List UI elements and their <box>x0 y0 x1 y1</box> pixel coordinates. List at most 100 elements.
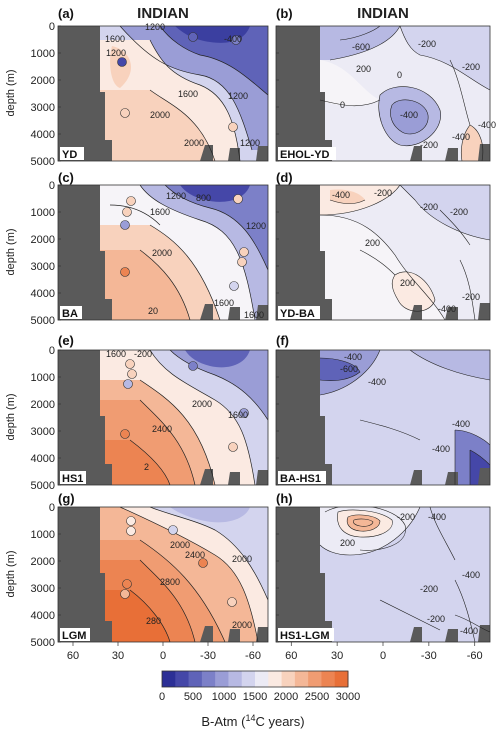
panel-a-contour-labels: 1200 -400 1600 1200 1600 2000 2000 1200 … <box>105 22 260 148</box>
contour-label: 1600 <box>105 34 125 44</box>
contour-label: -200 <box>418 39 436 49</box>
colorbar-tick-label: 1000 <box>212 691 236 703</box>
y-tick-label: 4000 <box>31 453 55 465</box>
colorbar: 0 500 1000 1500 2000 2500 3000 <box>159 670 360 703</box>
panel-h-tag-box <box>278 628 334 641</box>
panel-h <box>276 507 490 642</box>
panel-a-frame <box>57 25 269 162</box>
colorbar-swatch <box>201 671 216 687</box>
y-tick-label: 4000 <box>31 288 55 300</box>
y-tick-label: 4000 <box>31 129 55 141</box>
colorbar-tick-label: 2000 <box>274 691 298 703</box>
y-tick-label: 0 <box>49 502 55 514</box>
panel-g <box>58 507 268 642</box>
y-tick-label: 2000 <box>31 75 55 87</box>
contour-label: -400 <box>332 190 350 200</box>
panel-a <box>58 26 268 161</box>
panel-e-letter: (e) <box>58 333 74 348</box>
x-tick-label: 30 <box>331 650 343 662</box>
contour-label: 1200 <box>228 91 248 101</box>
contour-label: -400 <box>432 444 450 454</box>
colorbar-tick-label: 0 <box>159 691 165 703</box>
x-axes: 60 30 0 -30 -60 60 30 0 -30 -60 <box>67 642 483 662</box>
contour-label: 20 <box>148 306 158 316</box>
y-axis-label: depth (m) <box>5 393 17 440</box>
y-tick-label: 0 <box>49 345 55 357</box>
panel-g-tag: LGM <box>62 630 86 642</box>
panel-f-letter: (f) <box>276 333 289 348</box>
contour-label: -200 <box>420 140 438 150</box>
contour-label: 1600 <box>214 298 234 308</box>
x-tick-label: 0 <box>160 650 166 662</box>
panel-f-tag: BA-HS1 <box>280 473 321 485</box>
y-tick-label: 3000 <box>31 426 55 438</box>
y-axis-label: depth (m) <box>5 228 17 275</box>
contour-label: 280 <box>146 616 161 626</box>
x-tick-label: 60 <box>285 650 297 662</box>
colorbar-frame <box>161 670 349 688</box>
panel-c-tag-box <box>60 306 82 319</box>
panel-b <box>276 26 490 161</box>
contour-label: 1600 <box>228 410 248 420</box>
contour-label: -200 <box>427 614 445 624</box>
colorbar-tick-label: 1500 <box>243 691 267 703</box>
contour-label: 2000 <box>232 620 252 630</box>
panel-e-tag: HS1 <box>62 473 83 485</box>
x-tick-label: 0 <box>380 650 386 662</box>
contour-label: 800 <box>196 193 211 203</box>
contour-label: 1200 <box>145 22 165 32</box>
contour-label: -200 <box>450 207 468 217</box>
panel-h-letter: (h) <box>276 491 293 506</box>
y-tick-label: 1000 <box>31 207 55 219</box>
panel-e-contour-labels: 1600 -200 2000 2400 1600 2 <box>106 349 248 472</box>
panel-b-letter: (b) <box>276 6 293 21</box>
contour-label: 2 <box>144 462 149 472</box>
panel-e <box>58 350 268 485</box>
y-axis-label: depth (m) <box>5 550 17 597</box>
contour-label: 2000 <box>152 248 172 258</box>
contour-label: 2000 <box>184 138 204 148</box>
colorbar-label-prefix: B-Atm ( <box>201 714 246 729</box>
colorbar-swatch <box>281 671 296 687</box>
colorbar-label-sup: 14 <box>245 713 255 723</box>
contour-label: -400 <box>368 377 386 387</box>
y-tick-label: 5000 <box>31 156 55 168</box>
panel-f <box>276 350 490 485</box>
panel-b-frame <box>275 25 491 162</box>
contour-label: 0 <box>397 70 402 80</box>
contour-label: 200 <box>400 278 415 288</box>
y-tick-label: 0 <box>49 180 55 192</box>
y-tick-label: 2000 <box>31 234 55 246</box>
y-tick-label: 5000 <box>31 315 55 327</box>
colorbar-swatch <box>294 671 309 687</box>
contour-label: 1200 <box>240 138 260 148</box>
contour-label: -400 <box>438 304 456 314</box>
y-axes: 0100020003000400050000100020003000400050… <box>31 21 279 649</box>
contour-label: 2000 <box>192 399 212 409</box>
panel-g-letter: (g) <box>58 491 75 506</box>
contour-label: -400 <box>462 570 480 580</box>
panel-d-tag: YD-BA <box>280 308 315 320</box>
panel-a-tag: YD <box>62 149 77 161</box>
contour-label: -400 <box>344 352 362 362</box>
panel-g-tag-box <box>60 628 90 641</box>
contour-label: -400 <box>478 120 496 130</box>
panel-c <box>58 185 268 320</box>
panel-e-tag-box <box>60 471 86 484</box>
y-tick-label: 1000 <box>31 48 55 60</box>
colorbar-swatch <box>334 671 349 687</box>
contour-label: 1600 <box>106 349 126 359</box>
x-tick-label: -30 <box>200 650 216 662</box>
panel-b-tag-box <box>278 147 336 160</box>
x-tick-label: 60 <box>67 650 79 662</box>
colorbar-swatch <box>268 671 283 687</box>
panel-d-tag-box <box>278 306 320 319</box>
contour-label: 1600 <box>244 310 264 320</box>
x-tick-label: -60 <box>245 650 261 662</box>
panel-d-frame <box>275 184 491 321</box>
panel-a-letter: (a) <box>58 6 74 21</box>
panel-g-contour-labels: 2000 2400 2800 2000 2000 280 <box>146 540 252 630</box>
contour-label: -400 <box>224 34 242 44</box>
contour-label: 2000 <box>170 540 190 550</box>
